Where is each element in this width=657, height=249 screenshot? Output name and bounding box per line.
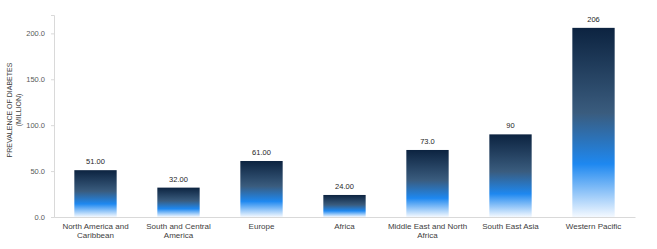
data-label: 24.00 — [335, 182, 354, 191]
plot: 0.0 50.0 100.0 150.0 200.0 North America andC… — [26, 15, 635, 240]
y-tick: 100.0 — [26, 121, 54, 130]
label-line: America — [164, 231, 194, 240]
data-label: 61.00 — [252, 148, 271, 157]
label-line: Europe — [249, 222, 275, 231]
y-tick-mark — [51, 125, 54, 126]
x-tick: Europe — [249, 217, 275, 231]
label-line: Middle East and North — [388, 222, 467, 231]
y-tick-mark — [51, 79, 54, 80]
label-line: PREVALENCE OF DIABETES — [6, 62, 13, 157]
x-tick: Africa — [334, 217, 355, 231]
x-tick: North America andCaribbean — [62, 217, 128, 240]
bar — [323, 195, 365, 217]
y-tick-mark — [51, 217, 54, 218]
bar — [157, 188, 199, 217]
x-tick-label: Africa — [334, 222, 355, 231]
label-line: South and Central — [146, 222, 211, 231]
bar — [240, 161, 282, 217]
data-labels: 51.00 32.00 61.00 24.00 73.0 90 206 — [86, 15, 600, 191]
y-axis: 0.0 50.0 100.0 150.0 200.0 — [26, 16, 54, 222]
x-tick-label: North America andCaribbean — [62, 222, 128, 241]
x-tick: Middle East and NorthAfrica — [388, 217, 467, 240]
y-tick-label: 100.0 — [26, 121, 45, 130]
label-line: Africa — [417, 231, 438, 240]
label-line: Western Pacific — [566, 222, 621, 231]
x-tick: South and CentralAmerica — [146, 217, 211, 240]
x-tick: Western Pacific — [566, 217, 621, 231]
bar — [572, 28, 614, 217]
x-axis: North America andCaribbean South and Cent… — [55, 217, 636, 240]
y-tick-mark — [51, 171, 54, 172]
bar — [489, 134, 531, 217]
y-tick-label: 200.0 — [26, 29, 45, 38]
data-label: 51.00 — [86, 157, 105, 166]
data-label: 32.00 — [169, 175, 188, 184]
y-axis-title: PREVALENCE OF DIABETES(MILLION) — [6, 62, 23, 157]
data-label: 90 — [506, 121, 514, 130]
y-tick-label: 50.0 — [30, 167, 45, 176]
data-label: 206 — [587, 15, 600, 24]
y-tick: 50.0 — [30, 167, 54, 176]
x-tick-label: Europe — [249, 222, 275, 231]
label-line: Caribbean — [77, 231, 114, 240]
label-line: Africa — [334, 222, 355, 231]
y-tick: 0.0 — [35, 213, 54, 222]
y-tick: 150.0 — [26, 75, 54, 84]
bars — [74, 28, 614, 217]
x-tick-label: Western Pacific — [566, 222, 621, 231]
y-axis-line — [51, 16, 55, 218]
data-label: 73.0 — [420, 137, 435, 146]
x-tick-label: South East Asia — [482, 222, 539, 231]
y-tick-mark — [51, 33, 54, 34]
y-tick-label: 0.0 — [35, 213, 45, 222]
x-tick-label: Middle East and NorthAfrica — [388, 222, 467, 241]
chart: 0.0 50.0 100.0 150.0 200.0 North America andC… — [0, 0, 657, 249]
x-tick: South East Asia — [482, 217, 539, 231]
label-line: South East Asia — [482, 222, 539, 231]
bar — [406, 150, 448, 217]
x-tick-label: South and CentralAmerica — [146, 222, 211, 241]
x-axis-line — [55, 217, 636, 218]
label-line: (MILLION) — [15, 94, 23, 127]
bar — [74, 170, 116, 217]
y-tick: 200.0 — [26, 29, 54, 38]
label-line: North America and — [62, 222, 128, 231]
y-tick-label: 150.0 — [26, 75, 45, 84]
